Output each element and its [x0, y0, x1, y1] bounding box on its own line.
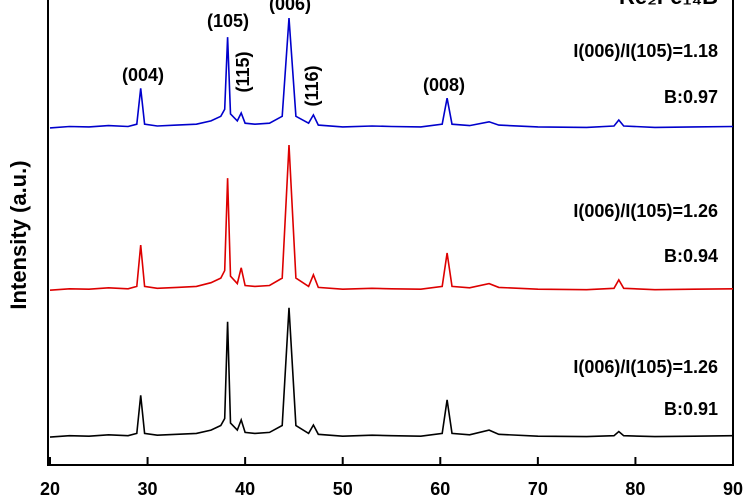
annotation: B:0.97 — [664, 87, 718, 107]
peak-label: (006) — [269, 0, 311, 14]
annotation: B:0.94 — [664, 246, 718, 266]
x-tick-label: 30 — [138, 479, 158, 499]
x-tick-label: 70 — [528, 479, 548, 499]
plot-frame — [47, 0, 734, 466]
annotation: I(006)/I(105)=1.26 — [573, 201, 718, 221]
annotation: B:0.91 — [664, 399, 718, 419]
annotation: I(006)/I(105)=1.26 — [573, 357, 718, 377]
spectrum-line — [49, 145, 734, 291]
x-tick-label: 40 — [235, 479, 255, 499]
y-axis-label: Intensity (a.u.) — [6, 160, 31, 309]
x-tick-label: 90 — [723, 479, 743, 499]
x-tick-label: 50 — [333, 479, 353, 499]
peak-label: (105) — [207, 11, 249, 31]
peak-label: (115) — [233, 51, 253, 92]
spectrum-line — [49, 18, 734, 129]
chart-title: Re₂Fe₁₄B — [619, 0, 718, 9]
x-tick-label: 20 — [40, 479, 60, 499]
spectrum-line — [49, 307, 734, 438]
peak-label: (008) — [423, 75, 465, 95]
peak-label: (116) — [302, 65, 322, 106]
peak-label: (004) — [122, 65, 164, 85]
x-tick-label: 80 — [625, 479, 645, 499]
x-tick-label: 60 — [430, 479, 450, 499]
annotation: I(006)/I(105)=1.18 — [573, 41, 718, 61]
